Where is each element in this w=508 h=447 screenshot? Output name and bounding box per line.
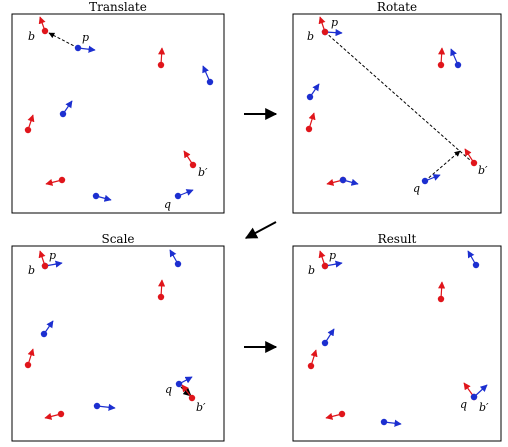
point-rotate-1 (321, 28, 329, 36)
point-translate-3 (206, 78, 214, 86)
label-b-result: b (308, 264, 315, 277)
point-result-4 (321, 339, 329, 347)
panel-translate-frame (11, 13, 225, 214)
point-result-5 (307, 362, 315, 370)
point-result-3 (437, 295, 445, 303)
point-result-9 (380, 418, 388, 426)
point-translate-0 (41, 27, 49, 35)
label-bprime-result: b′ (479, 401, 489, 414)
point-scale-2 (174, 260, 182, 268)
point-scale-6 (175, 380, 183, 388)
panel-title-rotate: Rotate (377, 0, 417, 14)
label-bprime-scale: b′ (196, 401, 206, 414)
label-bprime-translate: b′ (198, 166, 208, 179)
panel-title-result: Result (378, 232, 417, 246)
point-scale-9 (57, 410, 65, 418)
panel-title-translate: Translate (89, 0, 147, 14)
point-scale-7 (188, 394, 196, 402)
point-scale-4 (40, 330, 48, 338)
panel-title-scale: Scale (101, 232, 134, 246)
point-translate-7 (58, 176, 66, 184)
dashed-connector-translate-0 (48, 32, 79, 49)
point-scale-1 (41, 262, 49, 270)
label-q-rotate: q (413, 182, 420, 195)
panel-scale-frame (11, 245, 225, 442)
point-rotate-5 (305, 125, 313, 133)
point-scale-3 (157, 293, 165, 301)
point-result-7 (470, 393, 478, 401)
point-rotate-9 (421, 177, 429, 185)
point-scale-8 (93, 402, 101, 410)
point-translate-2 (157, 61, 165, 69)
label-p-translate: p (82, 31, 89, 44)
label-q-result: q (460, 398, 467, 411)
label-b-scale: b (28, 264, 35, 277)
point-rotate-6 (470, 159, 478, 167)
point-result-2 (472, 261, 480, 269)
point-translate-8 (92, 192, 100, 200)
point-marks (24, 16, 488, 427)
point-rotate-8 (339, 176, 347, 184)
point-result-8 (338, 410, 346, 418)
label-p-scale: p (49, 249, 56, 262)
dashed-connector-rotate-1 (424, 150, 461, 182)
point-rotate-3 (454, 61, 462, 69)
panel-result-frame (292, 245, 502, 442)
dashed-connector-rotate-0 (324, 31, 472, 162)
panel-rotate-frame (292, 13, 502, 214)
label-b-rotate: b (307, 30, 314, 43)
point-rotate-2 (437, 61, 445, 69)
point-translate-9 (174, 192, 182, 200)
label-q-scale: q (165, 383, 172, 396)
label-bprime-rotate: b′ (478, 164, 488, 177)
point-translate-6 (189, 161, 197, 169)
point-translate-4 (59, 110, 67, 118)
label-b-translate: b (28, 30, 35, 43)
point-translate-1 (74, 44, 82, 52)
label-p-rotate: p (331, 16, 338, 29)
flow-arrow-rotate-to-scale (244, 221, 277, 239)
point-rotate-4 (306, 93, 314, 101)
label-q-translate: q (164, 198, 171, 211)
point-result-1 (321, 262, 329, 270)
point-translate-5 (24, 126, 32, 134)
label-p-result: p (329, 249, 336, 262)
point-scale-5 (24, 361, 32, 369)
